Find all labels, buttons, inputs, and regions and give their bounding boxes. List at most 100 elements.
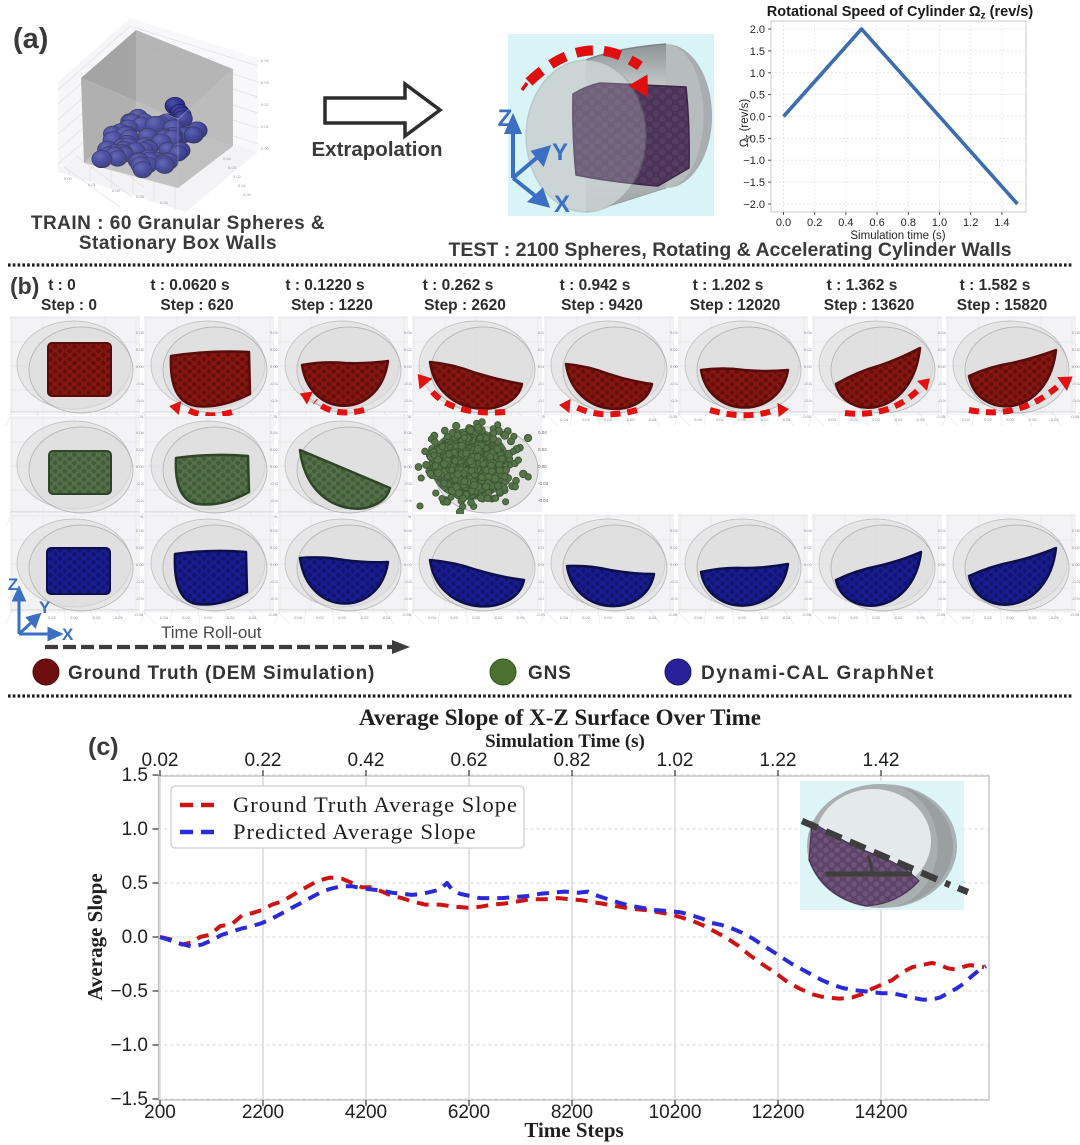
svg-text:TEST : 2100 Spheres, Rotating: TEST : 2100 Spheres, Rotating & Accelera… [448,239,1011,261]
svg-text:-0.05: -0.05 [936,414,946,419]
svg-text:0.02: 0.02 [1072,347,1080,352]
svg-text:Step : 9420: Step : 9420 [561,297,643,314]
svg-text:Step : 15820: Step : 15820 [957,297,1047,314]
svg-text:t : 0.262 s: t : 0.262 s [423,277,494,294]
svg-text:(a): (a) [13,23,48,55]
svg-text:0.00: 0.00 [270,464,279,469]
svg-text:2.0: 2.0 [750,24,765,36]
svg-text:0.00: 0.00 [604,615,613,620]
svg-text:-0.02: -0.02 [538,381,548,386]
svg-text:0.00: 0.00 [1006,615,1015,620]
svg-text:8200: 8200 [551,1102,593,1123]
svg-text:0.04: 0.04 [538,528,547,533]
svg-text:0.04: 0.04 [270,330,279,335]
svg-text:0.04: 0.04 [804,330,813,335]
svg-text:t : 1.202 s: t : 1.202 s [693,277,764,294]
svg-text:0.00: 0.00 [338,615,347,620]
svg-text:1.0: 1.0 [122,819,148,840]
svg-text:0.6: 0.6 [869,217,884,229]
svg-text:-0.04: -0.04 [1072,596,1080,601]
svg-text:-0.04: -0.04 [804,398,814,403]
svg-text:0.00: 0.00 [872,417,881,422]
svg-text:0.00: 0.00 [1072,562,1080,567]
svg-text:-0.05: -0.05 [402,612,412,617]
svg-text:0.62: 0.62 [451,750,488,771]
svg-text:-0.04: -0.04 [515,615,525,620]
svg-text:−1.5: −1.5 [110,1089,148,1110]
svg-text:0.02: 0.02 [538,545,547,550]
svg-text:0.02: 0.02 [716,417,725,422]
svg-text:1.5: 1.5 [122,765,148,786]
svg-text:0.02: 0.02 [716,615,725,620]
svg-text:0.82: 0.82 [554,750,591,771]
svg-text:-0.04: -0.04 [136,398,146,403]
svg-text:0.00: 0.00 [404,364,413,369]
svg-text:10200: 10200 [649,1102,702,1123]
svg-text:-0.04: -0.04 [538,398,548,403]
svg-text:0.04: 0.04 [670,528,679,533]
svg-text:−1.5: −1.5 [743,177,765,189]
svg-text:Step : 2620: Step : 2620 [424,297,506,314]
svg-text:0.04: 0.04 [670,330,679,335]
svg-text:0.04: 0.04 [404,528,413,533]
svg-text:-0.05: -0.05 [536,612,546,617]
svg-text:0.04: 0.04 [160,200,169,205]
svg-text:0.00: 0.00 [938,364,947,369]
svg-text:0.00: 0.00 [64,176,73,181]
svg-text:0.03: 0.03 [261,80,270,85]
svg-text:Time Roll-out: Time Roll-out [161,623,262,642]
svg-text:0.04: 0.04 [428,615,437,620]
svg-text:0.02: 0.02 [270,347,279,352]
svg-text:t : 0: t : 0 [48,277,76,294]
svg-text:0.02: 0.02 [136,545,145,550]
svg-text:0.02: 0.02 [404,545,413,550]
svg-text:-0.02: -0.02 [404,381,414,386]
svg-text:Y: Y [39,598,51,617]
svg-text:-0.02: -0.02 [270,381,280,386]
svg-text:0.02: 0.02 [850,417,859,422]
svg-text:0.0: 0.0 [776,217,791,229]
svg-text:0.01: 0.01 [238,183,247,188]
svg-text:0.03: 0.03 [136,194,145,199]
svg-text:0.02: 0.02 [582,615,591,620]
svg-text:0.00: 0.00 [136,364,145,369]
svg-text:Stationary Box Walls: Stationary Box Walls [79,233,277,254]
svg-text:-0.04: -0.04 [647,615,657,620]
svg-text:0.02: 0.02 [670,347,679,352]
svg-text:Simulation Time (s): Simulation Time (s) [485,731,645,752]
svg-text:Ωz (rev/s): Ωz (rev/s) [739,99,753,148]
svg-text:1.0: 1.0 [932,217,947,229]
svg-text:0.02: 0.02 [182,615,191,620]
svg-text:0.04: 0.04 [560,417,569,422]
svg-text:0.8: 0.8 [901,217,916,229]
svg-text:Ground Truth (DEM Simulation): Ground Truth (DEM Simulation) [68,663,375,684]
svg-text:-0.04: -0.04 [670,596,680,601]
svg-text:-0.02: -0.02 [1072,381,1080,386]
svg-text:-0.02: -0.02 [804,579,814,584]
svg-text:-0.02: -0.02 [404,579,414,584]
svg-text:0.00: 0.00 [804,364,813,369]
svg-text:Simulation time (s): Simulation time (s) [850,230,945,242]
svg-text:-0.02: -0.02 [670,579,680,584]
svg-text:Time Steps: Time Steps [524,1118,623,1142]
svg-text:-0.04: -0.04 [404,596,414,601]
svg-text:0.02: 0.02 [582,417,591,422]
svg-text:0.02: 0.02 [142,750,179,771]
svg-text:0.00: 0.00 [1006,417,1015,422]
svg-text:-0.02: -0.02 [136,481,146,486]
svg-text:(c): (c) [88,733,119,761]
svg-text:1.02: 1.02 [657,750,694,771]
svg-text:Step : 620: Step : 620 [160,297,233,314]
svg-text:Y: Y [552,139,568,166]
svg-text:t : 0.0620 s: t : 0.0620 s [150,277,229,294]
svg-text:t : 0.1220 s: t : 0.1220 s [285,277,364,294]
svg-text:0.04: 0.04 [560,615,569,620]
svg-text:Predicted Average Slope: Predicted Average Slope [233,819,477,844]
svg-text:0.02: 0.02 [404,447,413,452]
svg-text:-0.04: -0.04 [270,596,280,601]
svg-text:0.00: 0.00 [136,562,145,567]
svg-text:-0.05: -0.05 [668,612,678,617]
svg-text:-0.04: -0.04 [247,615,257,620]
svg-text:−0.5: −0.5 [110,981,148,1002]
svg-text:X: X [554,191,570,218]
